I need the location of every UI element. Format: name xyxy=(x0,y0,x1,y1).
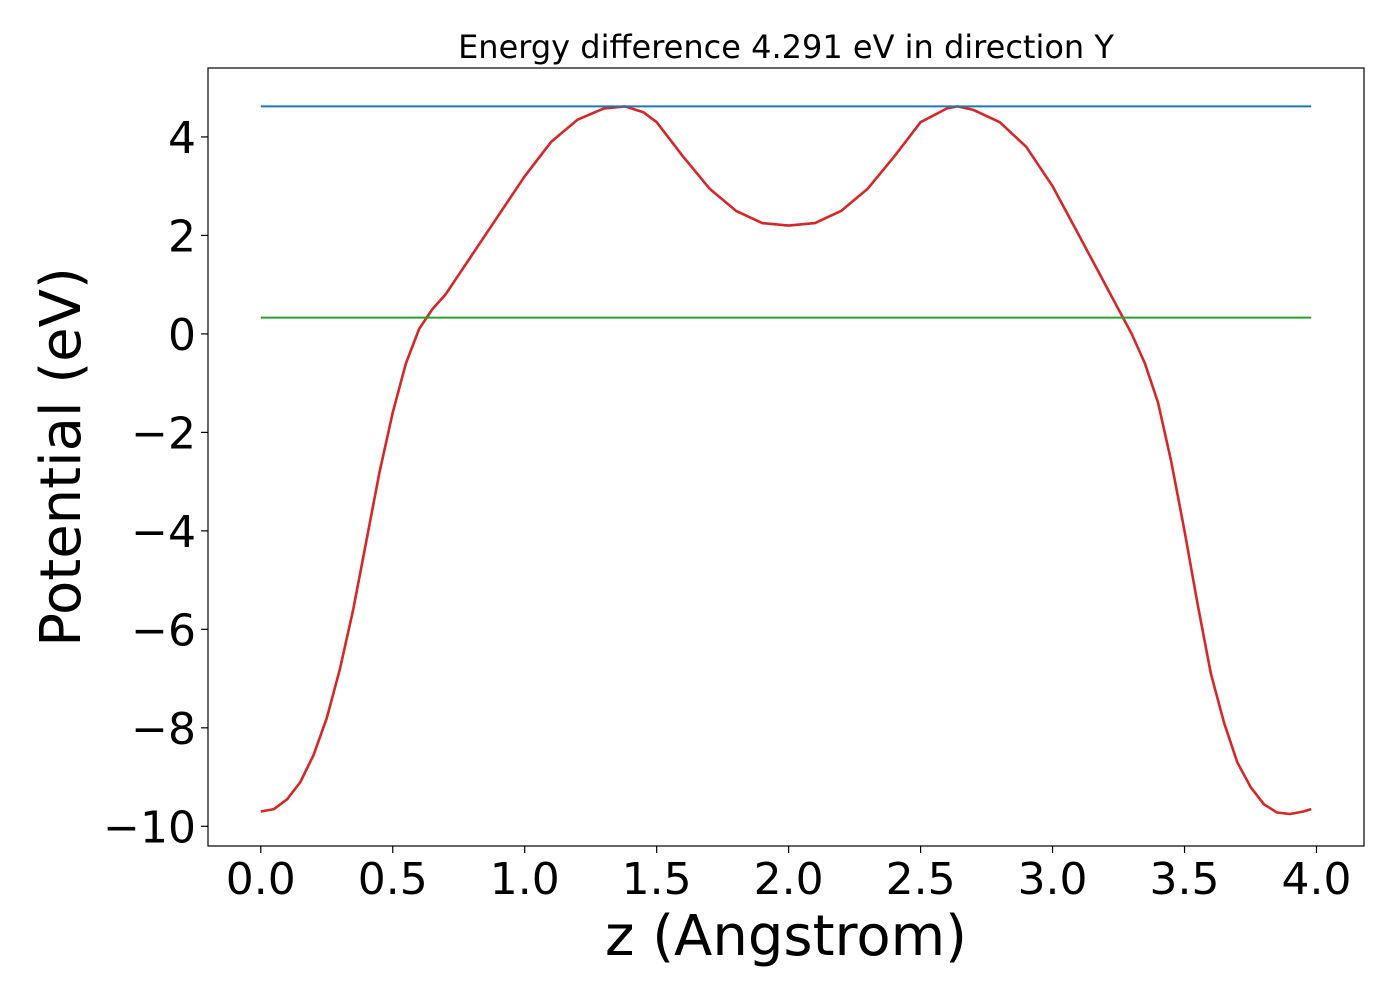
plot-frame xyxy=(207,67,1365,847)
y-tick-label: −6 xyxy=(131,605,196,656)
x-tick-label: 3.0 xyxy=(1018,854,1088,905)
x-tick-label: 4.0 xyxy=(1282,854,1352,905)
x-tick-label: 3.5 xyxy=(1150,854,1220,905)
x-tick-label: 2.5 xyxy=(886,854,956,905)
x-tick-label: 1.0 xyxy=(490,854,560,905)
y-tick-label: 2 xyxy=(168,211,196,262)
series-layer xyxy=(260,105,1312,816)
series-line-0 xyxy=(260,105,1312,816)
x-axis-ticks: 0.0 0.5 1.0 1.5 2.0 2.5 3.0 3.5 4.0 xyxy=(226,846,1352,905)
chart-title: Energy difference 4.291 eV in direction … xyxy=(458,28,1114,66)
x-axis-label: z (Angstrom) xyxy=(605,904,967,969)
y-tick-label: 0 xyxy=(168,310,196,361)
x-tick-label: 2.0 xyxy=(754,854,824,905)
y-tick-label: −2 xyxy=(131,408,196,459)
x-tick-label: 0.0 xyxy=(226,854,296,905)
y-tick-label: −4 xyxy=(131,507,196,558)
y-tick-label: −8 xyxy=(131,704,196,755)
y-axis-label: Potential (eV) xyxy=(29,267,94,647)
y-tick-label: 4 xyxy=(168,113,196,164)
x-tick-label: 0.5 xyxy=(358,854,428,905)
y-axis-ticks: 4 2 0 −2 −4 −6 −8 −10 xyxy=(103,113,208,853)
x-tick-label: 1.5 xyxy=(622,854,692,905)
y-tick-label: −10 xyxy=(103,802,196,853)
